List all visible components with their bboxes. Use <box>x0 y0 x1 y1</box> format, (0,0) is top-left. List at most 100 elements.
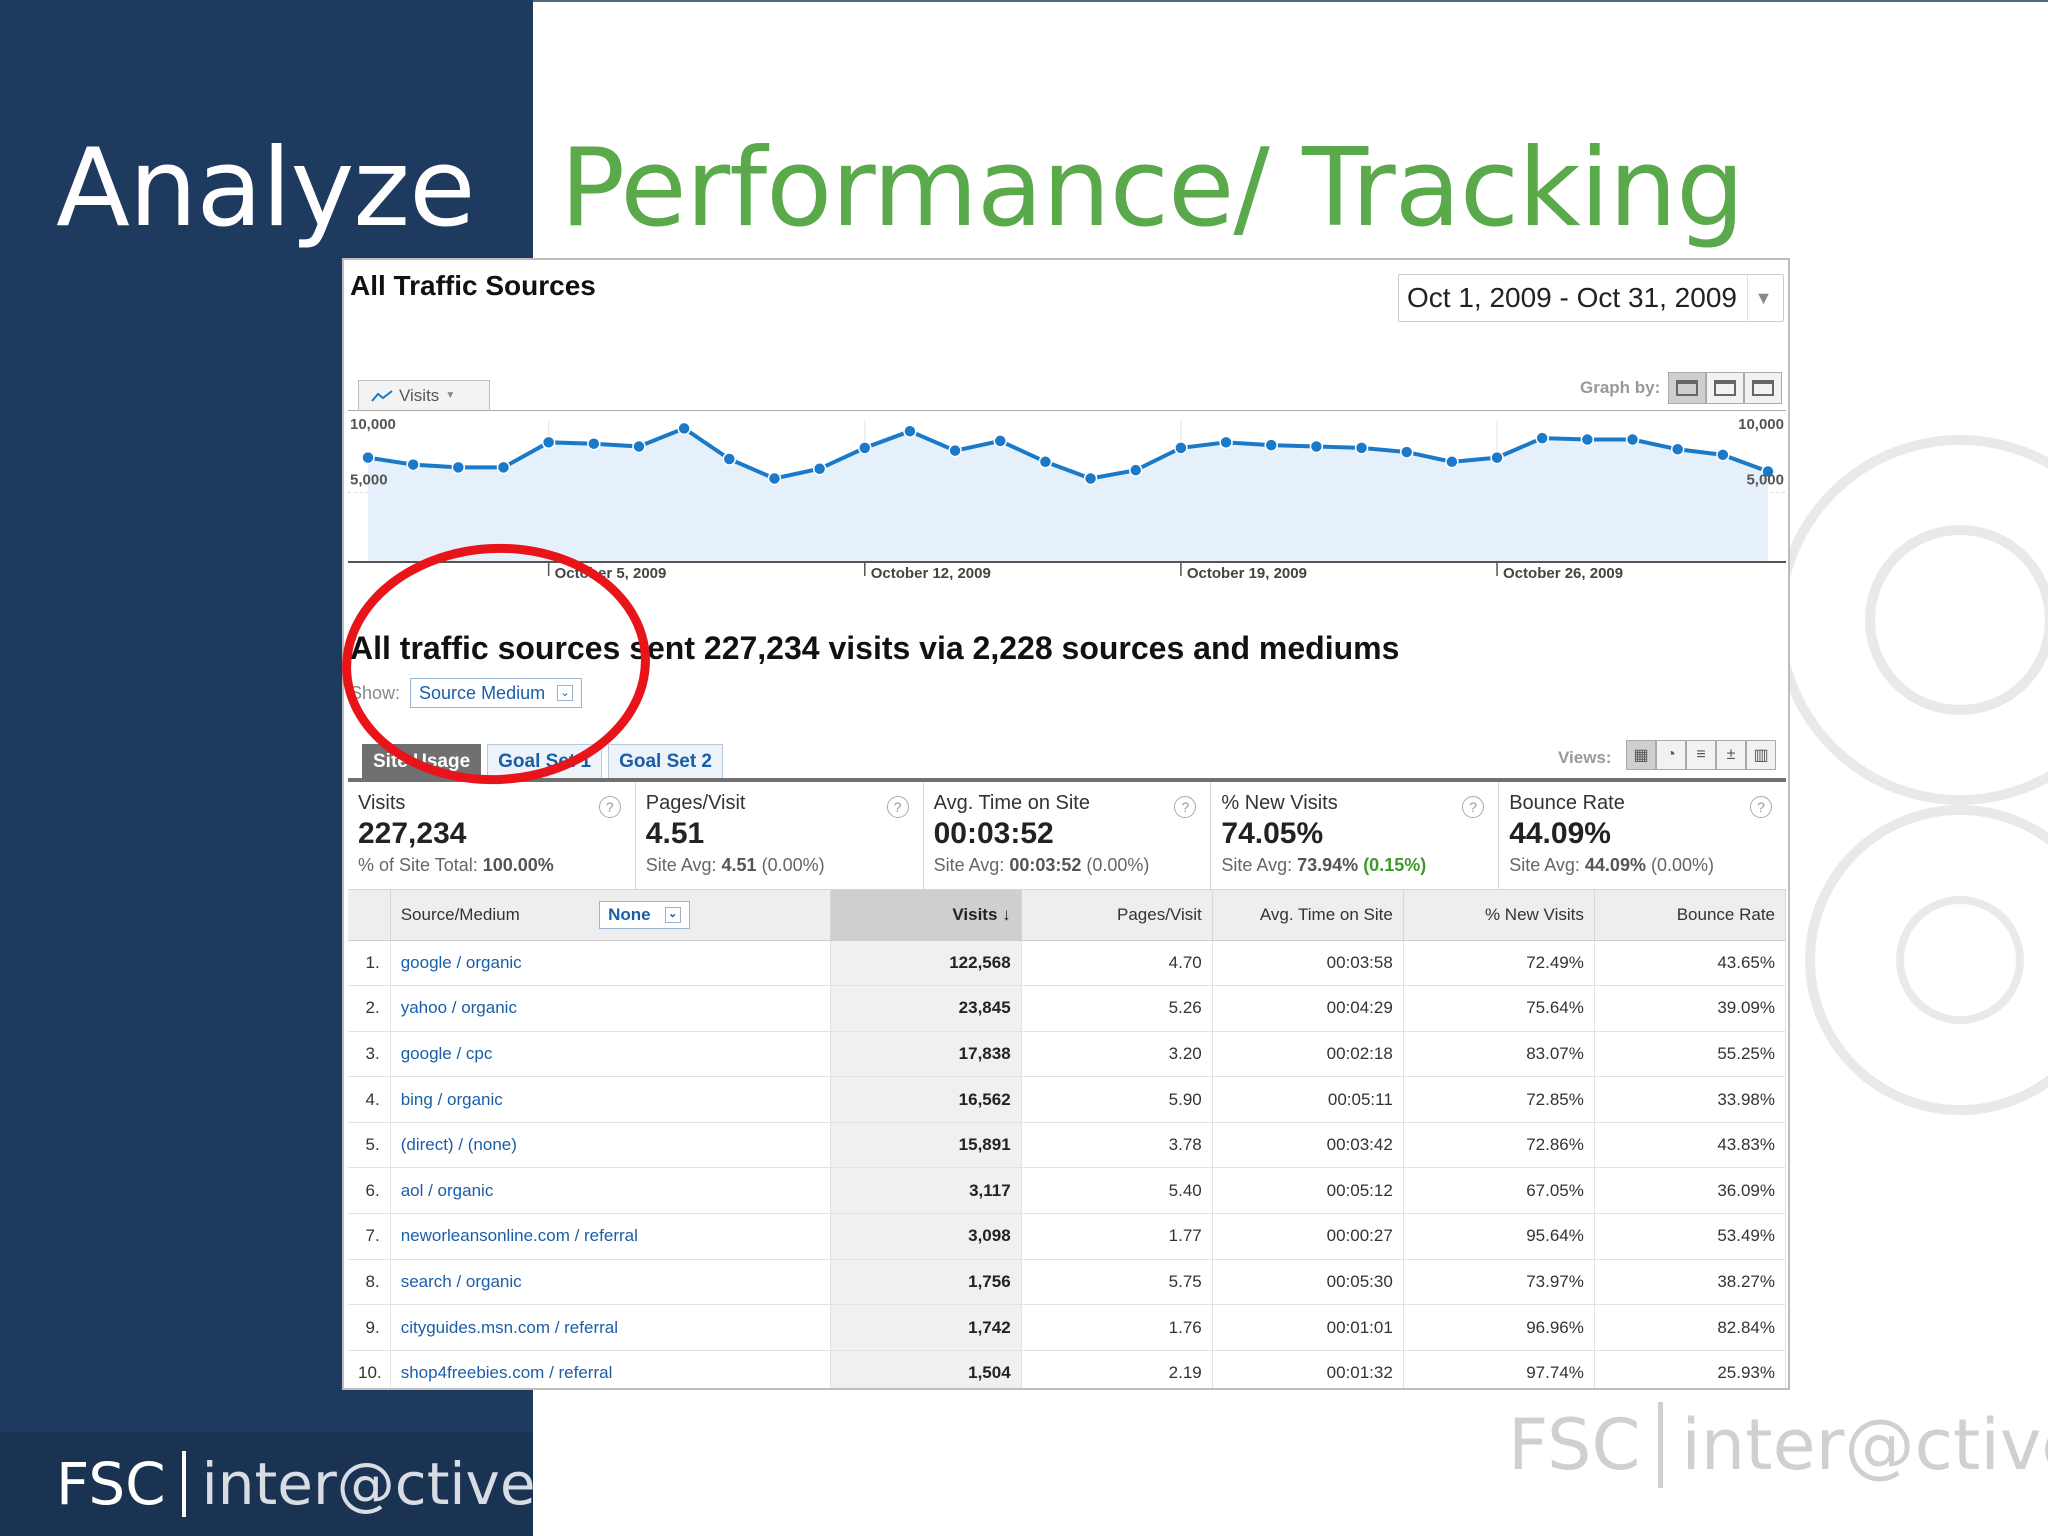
visits-data-point <box>722 452 737 466</box>
source-medium-link[interactable]: yahoo / organic <box>390 985 831 1032</box>
slide-footer-bar <box>0 1432 533 1536</box>
show-label: Show: <box>350 682 401 703</box>
visits-cell: 122,568 <box>830 940 1022 987</box>
metric-label: Pages/Visit <box>645 792 746 814</box>
visits-data-point <box>1083 471 1098 486</box>
bounce-rate-cell: 33.98% <box>1594 1076 1787 1123</box>
comparison-view-icon[interactable]: ± <box>1716 740 1746 770</box>
table-header-row: Source/Medium None ⌄ Visits ↓ Pages/Visi… <box>348 890 1787 941</box>
help-icon[interactable]: ? <box>886 796 909 818</box>
metric-card: Avg. Time on Site 00:03:52 Site Avg: 00:03… <box>924 782 1212 889</box>
tab-goal-set-1[interactable]: Goal Set 1 <box>487 744 603 778</box>
visits-cell: 23,845 <box>830 985 1022 1032</box>
row-index: 9. <box>348 1304 391 1351</box>
visits-data-point <box>1490 450 1504 465</box>
new-visits-cell: 96.96% <box>1403 1304 1595 1351</box>
source-medium-link[interactable]: google / organic <box>390 940 831 987</box>
chevron-down-icon[interactable]: ▼ <box>1747 275 1779 321</box>
graph-metric-dropdown[interactable]: Visits ▼ <box>358 380 490 410</box>
pages-visit-cell: 5.75 <box>1021 1259 1213 1306</box>
bounce-rate-cell: 55.25% <box>1594 1031 1787 1078</box>
secondary-dimension-dropdown[interactable]: None ⌄ <box>599 900 690 929</box>
report-title: All Traffic Sources <box>350 270 596 301</box>
header-new-visits[interactable]: % New Visits <box>1403 890 1595 941</box>
visits-data-point <box>1219 435 1233 450</box>
graph-by-week-button[interactable] <box>1706 372 1744 404</box>
visits-data-point <box>993 434 1008 448</box>
metric-value: 4.51 <box>645 817 705 850</box>
row-index: 6. <box>348 1167 391 1215</box>
metric-delta: (0.00%) <box>761 855 825 875</box>
help-icon[interactable]: ? <box>1462 796 1485 818</box>
source-medium-link[interactable]: bing / organic <box>390 1076 831 1123</box>
visits-data-point <box>858 441 872 455</box>
header-pages-visit[interactable]: Pages/Visit <box>1021 890 1213 941</box>
visits-data-point <box>1309 439 1324 454</box>
bounce-rate-cell: 43.65% <box>1594 940 1787 987</box>
report-tabs: Site Usage Goal Set 1 Goal Set 2 <box>362 744 723 778</box>
source-medium-link[interactable]: (direct) / (none) <box>390 1122 831 1169</box>
graph-by-month-button[interactable] <box>1744 372 1782 404</box>
source-medium-link[interactable]: google / cpc <box>390 1031 831 1078</box>
avg-time-cell: 00:01:32 <box>1212 1350 1404 1388</box>
visits-data-point <box>1399 445 1414 459</box>
chevron-down-icon: ⌄ <box>664 906 681 923</box>
visits-data-point <box>677 421 691 436</box>
logo-divider <box>181 1451 186 1517</box>
performance-view-icon[interactable]: ≡ <box>1686 740 1716 770</box>
bounce-rate-cell: 36.09% <box>1594 1167 1787 1215</box>
source-medium-link[interactable]: aol / organic <box>390 1167 831 1215</box>
visits-data-point <box>451 460 466 475</box>
show-dimension-select[interactable]: Source Medium ⌄ <box>410 678 583 708</box>
new-visits-cell: 73.97% <box>1403 1259 1595 1306</box>
header-bounce-rate[interactable]: Bounce Rate <box>1594 890 1787 941</box>
help-icon[interactable]: ? <box>1749 796 1772 818</box>
traffic-summary-text: All traffic sources sent 227,234 visits … <box>350 630 1400 666</box>
date-range-value: Oct 1, 2009 - Oct 31, 2009 <box>1407 282 1737 313</box>
visits-chart: 10,000 10,000 5,000 5,000 October 5, 2009 Oct… <box>348 410 1786 580</box>
pivot-view-icon[interactable]: ▥ <box>1746 740 1776 770</box>
table-row: 10. shop4freebies.com / referral 1,504 2.19… <box>348 1350 1787 1388</box>
visits-data-point <box>1625 432 1640 447</box>
visits-data-point <box>1580 432 1595 447</box>
header-source-medium[interactable]: Source/Medium None ⌄ <box>390 890 831 941</box>
tab-site-usage[interactable]: Site Usage <box>362 744 482 778</box>
avg-time-cell: 00:05:11 <box>1212 1076 1404 1123</box>
visits-data-point <box>1535 431 1549 445</box>
new-visits-cell: 72.49% <box>1403 940 1595 987</box>
visits-data-point <box>406 457 420 472</box>
help-icon[interactable]: ? <box>1174 796 1197 818</box>
table-row: 3. google / cpc 17,838 3.20 00:02:18 83.07% 55… <box>348 1031 1787 1078</box>
visits-data-point <box>1445 455 1459 469</box>
header-visits[interactable]: Visits ↓ <box>830 890 1022 941</box>
metric-label: % New Visits <box>1221 792 1338 814</box>
source-medium-link[interactable]: search / organic <box>390 1259 831 1306</box>
pages-visit-cell: 5.90 <box>1021 1076 1213 1123</box>
source-medium-link[interactable]: neworleansonline.com / referral <box>390 1213 831 1260</box>
metric-sub-prefix: % of Site Total: <box>358 855 483 875</box>
metric-value: 227,234 <box>358 817 467 850</box>
source-medium-link[interactable]: cityguides.msn.com / referral <box>390 1304 831 1351</box>
date-range-picker[interactable]: Oct 1, 2009 - Oct 31, 2009 ▼ <box>1398 274 1784 322</box>
header-avg-time[interactable]: Avg. Time on Site <box>1212 890 1404 941</box>
pie-view-icon[interactable]: ◔ <box>1656 740 1686 770</box>
visits-data-point <box>812 462 827 476</box>
table-row: 7. neworleansonline.com / referral 3,098 1.… <box>348 1213 1787 1260</box>
new-visits-cell: 97.74% <box>1403 1350 1595 1388</box>
visits-data-point <box>1174 441 1188 455</box>
table-view-icon[interactable]: ▦ <box>1626 740 1656 770</box>
avg-time-cell: 00:02:18 <box>1212 1031 1404 1078</box>
visits-data-point <box>541 435 556 450</box>
source-medium-link[interactable]: shop4freebies.com / referral <box>390 1350 831 1388</box>
tab-goal-set-2[interactable]: Goal Set 2 <box>608 744 723 778</box>
logo-faded-interactive-text: inter@ctive <box>1681 1404 2048 1486</box>
graph-by-day-button[interactable] <box>1668 372 1706 404</box>
help-icon[interactable]: ? <box>598 796 621 818</box>
fsc-logo: FSC inter@ctive <box>56 1450 536 1518</box>
header-visits-label: Visits <box>952 904 998 924</box>
avg-time-cell: 00:03:42 <box>1212 1122 1404 1169</box>
analytics-screenshot-panel: All Traffic Sources Oct 1, 2009 - Oct 31… <box>342 258 1790 1390</box>
visits-data-point <box>1716 448 1730 462</box>
calendar-month-icon <box>1752 380 1774 396</box>
table-row: 4. bing / organic 16,562 5.90 00:05:11 72.85%… <box>348 1076 1787 1123</box>
